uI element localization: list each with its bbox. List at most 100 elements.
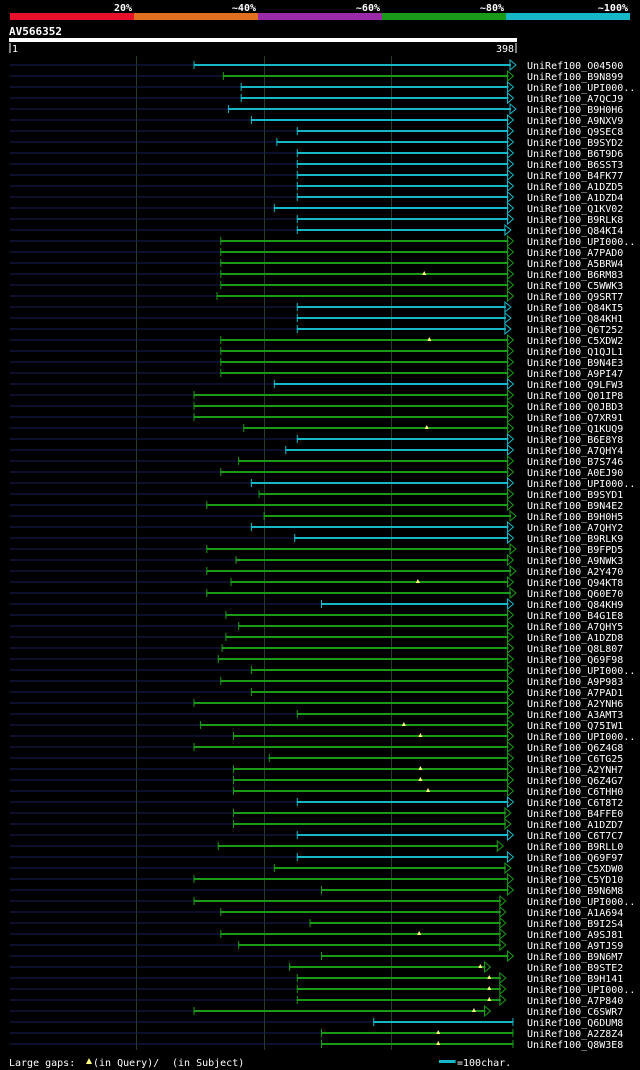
query-title: AV566352 <box>9 25 62 38</box>
hit-label: UniRef100_Q9SEC8 <box>527 127 623 138</box>
legend-label: 20% <box>114 3 132 14</box>
hit-end-arrow <box>504 300 512 314</box>
hit-end-arrow <box>504 223 512 237</box>
hit-row: UniRef100_A7QHY4 <box>10 443 623 457</box>
hit-label: UniRef100_UPI000.. <box>527 479 635 490</box>
hit-bar <box>238 625 509 627</box>
hit-label: UniRef100_A1DZD5 <box>527 182 623 193</box>
hit-bar <box>233 735 509 737</box>
hit-row: UniRef100_UPI000.. <box>10 894 635 908</box>
legend-label: ~60% <box>356 3 380 14</box>
hit-row: UniRef100_A7PAD0 <box>10 245 623 259</box>
query-gap-marker <box>418 733 423 737</box>
hit-row: UniRef100_Q94KT8 <box>10 575 623 589</box>
hit-end-arrow <box>506 520 515 534</box>
hit-end-arrow <box>506 212 515 226</box>
hit-bar <box>320 1043 514 1045</box>
query-gap-marker <box>418 766 423 770</box>
hit-row: UniRef100_Q9SEC8 <box>10 124 623 138</box>
hit-bar <box>220 251 509 253</box>
hit-bar <box>250 482 509 484</box>
hit-label: UniRef100_B6SST3 <box>527 160 623 171</box>
legend-label: ~100% <box>598 3 628 14</box>
hit-row: UniRef100_B6RM83 <box>10 267 623 281</box>
hit-end-arrow <box>506 135 515 149</box>
query-bar <box>9 38 517 42</box>
hit-end-arrow <box>509 58 517 72</box>
hit-bar <box>296 438 509 440</box>
hit-row: UniRef100_A1DZD4 <box>10 190 623 204</box>
hit-row: UniRef100_Q69F98 <box>10 652 623 666</box>
hit-label: UniRef100_A2YNH7 <box>527 765 623 776</box>
hit-bar <box>227 108 511 110</box>
hit-row: UniRef100_Q6DUM8 <box>10 1018 623 1029</box>
hit-label: UniRef100_A2Z8Z4 <box>527 1029 623 1040</box>
hit-bar <box>220 471 509 473</box>
query-gap-marker <box>478 964 483 968</box>
hit-row: UniRef100_B9N6M8 <box>10 883 623 897</box>
hit-bar <box>206 592 512 594</box>
hit-label: UniRef100_A7QHY2 <box>527 523 623 534</box>
hit-label: UniRef100_B9RLL0 <box>527 842 623 853</box>
hit-label: UniRef100_Q1KUQ9 <box>527 424 623 435</box>
hit-end-arrow <box>506 355 515 369</box>
hit-bar <box>206 504 509 506</box>
hit-label: UniRef100_A9P983 <box>527 677 623 688</box>
query-gap-marker <box>487 975 492 979</box>
hit-end-arrow <box>499 971 507 985</box>
hit-end-arrow <box>499 938 507 952</box>
hit-label: UniRef100_B9N6M8 <box>527 886 623 897</box>
hit-row: UniRef100_A1DZD5 <box>10 179 623 193</box>
hit-bar <box>225 636 509 638</box>
hit-bar <box>296 856 509 858</box>
hit-label: UniRef100_UPI000.. <box>527 666 635 677</box>
hit-row: UniRef100_C6SWR7 <box>10 1004 623 1018</box>
hit-row: UniRef100_A2YNH7 <box>10 762 623 776</box>
legend-segment <box>506 13 630 20</box>
hit-bar <box>296 163 509 165</box>
hit-bar <box>258 493 509 495</box>
hit-bar <box>233 768 509 770</box>
hit-row: UniRef100_A1DZD8 <box>10 630 623 644</box>
hit-row: UniRef100_A1DZD7 <box>10 817 623 831</box>
hit-end-arrow <box>506 278 515 292</box>
hit-end-arrow <box>506 256 515 270</box>
hit-end-arrow <box>506 729 515 743</box>
hit-end-arrow <box>499 993 507 1007</box>
hit-row: UniRef100_B9N899 <box>10 69 623 83</box>
hit-label: UniRef100_Q94KT8 <box>527 578 623 589</box>
hit-bar <box>250 669 509 671</box>
hit-bar <box>373 1021 514 1023</box>
hit-row: UniRef100_A7PAD1 <box>10 685 623 699</box>
hit-end-arrow <box>506 762 515 776</box>
hit-row: UniRef100_A2YNH6 <box>10 696 623 710</box>
hit-row: UniRef100_B9N4E3 <box>10 355 623 369</box>
hit-bar <box>220 933 501 935</box>
hit-label: UniRef100_Q8W3E8 <box>527 1040 623 1051</box>
hit-end-arrow <box>506 751 515 765</box>
hit-end-arrow <box>506 69 515 83</box>
hit-row: UniRef100_B9RLK9 <box>10 531 623 545</box>
hit-row: UniRef100_B9RLL0 <box>10 839 623 853</box>
hit-row: UniRef100_B9N6M7 <box>10 949 623 963</box>
hit-row: UniRef100_B9I2S4 <box>10 916 623 930</box>
hit-row: UniRef100_B4FK77 <box>10 168 623 182</box>
hit-bar <box>199 724 509 726</box>
hit-row: UniRef100_Q1KUQ9 <box>10 421 623 435</box>
hit-row: UniRef100_C6TG25 <box>10 751 623 765</box>
hit-label: UniRef100_Q84KI4 <box>527 226 623 237</box>
hit-end-arrow <box>506 696 515 710</box>
query-gap-marker <box>487 997 492 1001</box>
hit-bar <box>193 405 509 407</box>
hit-end-arrow <box>504 322 512 336</box>
hit-bar <box>220 273 509 275</box>
hit-label: UniRef100_B4G1E8 <box>527 611 623 622</box>
hit-label: UniRef100_B6T9D6 <box>527 149 623 160</box>
hit-end-arrow <box>504 806 512 820</box>
hit-label: UniRef100_Q01IP8 <box>527 391 623 402</box>
hit-row: UniRef100_UPI000.. <box>10 234 635 248</box>
hit-row: UniRef100_C5XDW0 <box>10 861 623 875</box>
hit-bar <box>193 746 509 748</box>
query-start-label: 1 <box>12 44 18 55</box>
